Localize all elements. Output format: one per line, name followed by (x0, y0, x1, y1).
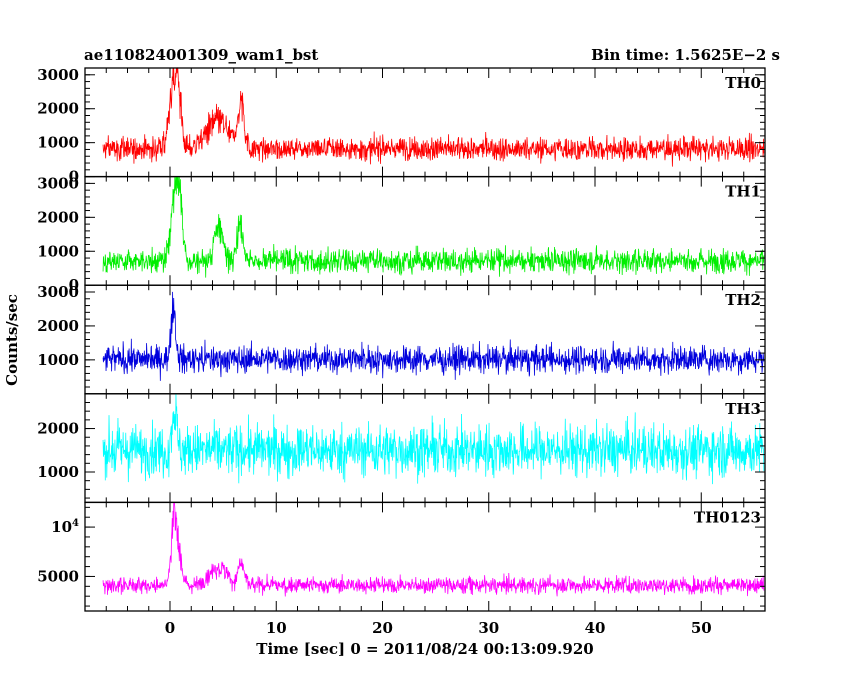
series-line-th2 (102, 291, 765, 381)
panel-frame (84, 284, 766, 395)
y-tick-label: 2000 (37, 100, 79, 118)
x-tick-label: 50 (691, 619, 712, 637)
y-tick-label: 0 (69, 276, 79, 294)
y-tick-label: 2000 (37, 420, 79, 438)
panel-label-th0: TH0 (725, 74, 761, 92)
y-axis-label: Counts/sec (3, 294, 21, 386)
x-tick-label: 10 (266, 619, 287, 637)
x-tick-label: 0 (165, 619, 175, 637)
y-tick-label: 0 (69, 168, 79, 186)
y-tick-label: 1000 (37, 242, 79, 260)
y-tick-label: 1000 (37, 463, 79, 481)
y-tick-label: 5000 (37, 567, 79, 585)
y-tick-label: 1000 (37, 134, 79, 152)
chart-title-right: Bin time: 1.5625E−2 s (591, 46, 780, 64)
chart-title-left: ae110824001309_wam1_bst (84, 46, 318, 64)
panel-th0123: 5000 104 TH0123 (37, 501, 766, 612)
panel-th0: 0 1000 2000 3000 TH0 (37, 66, 766, 186)
y-tick-label: 3000 (37, 174, 79, 192)
x-axis-label: Time [sec] 0 = 2011/08/24 00:13:09.920 (256, 640, 593, 658)
panel-th1: 0 1000 2000 3000 TH1 (37, 174, 766, 294)
panel-frame (84, 67, 766, 178)
panel-label-th3: TH3 (725, 400, 761, 418)
y-tick-label: 104 (51, 518, 79, 536)
panel-label-th1: TH1 (725, 183, 761, 201)
x-tick-label: 30 (478, 619, 499, 637)
y-tick-label: 3000 (37, 283, 79, 301)
series-line-th0 (102, 67, 765, 167)
panel-frame (84, 501, 766, 612)
panel-frame (84, 175, 766, 286)
panel-label-th0123: TH0123 (694, 508, 761, 526)
y-tick-label: 3000 (37, 66, 79, 84)
y-tick-label: 2000 (37, 317, 79, 335)
panel-label-th2: TH2 (725, 291, 761, 309)
x-tick-label: 40 (585, 619, 606, 637)
y-tick-label: 1000 (37, 351, 79, 369)
panel-th3: 1000 2000 TH3 (37, 393, 766, 504)
y-tick-label: 2000 (37, 208, 79, 226)
x-tick-label: 20 (372, 619, 393, 637)
series-line-th3 (102, 393, 765, 485)
series-line-th0123 (102, 502, 765, 597)
series-line-th1 (102, 176, 765, 278)
panel-th2: 1000 2000 3000 TH2 (37, 283, 766, 395)
